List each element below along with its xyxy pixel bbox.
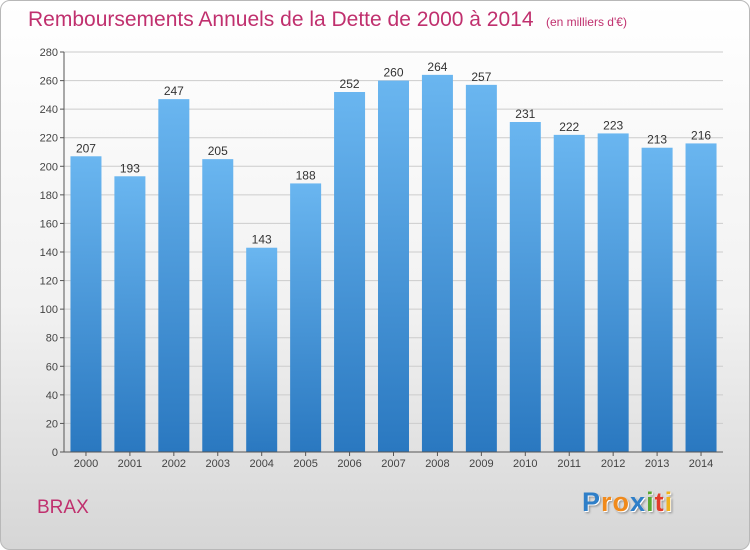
y-tick-label: 100 (40, 304, 58, 316)
y-tick-label: 120 (40, 276, 58, 288)
bar (246, 247, 278, 452)
x-tick-label: 2007 (381, 458, 405, 470)
bar (158, 99, 190, 453)
y-tick-label: 220 (40, 133, 58, 145)
logo-letter: r (601, 487, 613, 517)
chart-title-block: Remboursements Annuels de la Dette de 20… (28, 8, 627, 32)
bar (114, 176, 146, 453)
bar (70, 156, 102, 453)
data-label: 216 (691, 128, 711, 142)
x-tick-label: 2012 (601, 458, 625, 470)
y-tick-label: 80 (46, 333, 58, 345)
y-tick-label: 180 (40, 190, 58, 202)
x-tick-label: 2002 (162, 458, 186, 470)
y-tick-label: 240 (40, 104, 58, 116)
bar (421, 74, 453, 452)
chart-unit: (en milliers d'€) (545, 15, 627, 29)
bar (378, 80, 409, 453)
y-tick-label: 280 (40, 47, 58, 59)
x-tick-label: 2001 (118, 458, 142, 470)
x-tick-label: 2003 (206, 458, 230, 470)
bar (290, 183, 322, 452)
x-tick-label: 2009 (469, 458, 493, 470)
y-tick-label: 60 (46, 361, 58, 373)
data-label: 222 (559, 120, 579, 134)
bar (685, 143, 717, 452)
y-tick-label: 140 (40, 247, 58, 259)
commune-name: BRAX (37, 497, 89, 518)
x-tick-label: 2011 (557, 458, 581, 470)
x-tick-label: 2006 (337, 458, 361, 470)
data-label: 213 (647, 133, 667, 147)
data-label: 188 (296, 168, 316, 182)
data-label: 252 (340, 77, 360, 91)
bar (553, 134, 585, 452)
data-label: 264 (427, 60, 447, 74)
proxiti-logo: Proxiti (582, 487, 673, 518)
y-tick-label: 200 (40, 161, 58, 173)
bar (465, 84, 497, 452)
logo-letter: o (612, 487, 631, 517)
data-label: 193 (120, 161, 140, 175)
bar (641, 147, 673, 452)
bar (202, 159, 234, 452)
chart-title: Remboursements Annuels de la Dette de 20… (28, 8, 534, 31)
labels: 0 20 40 60 80 100 120 140 160 180 200 220 240 260 280 2… (40, 47, 714, 470)
y-tick-label: 160 (40, 218, 58, 230)
y-tick-label: 0 (52, 447, 58, 459)
x-tick-label: 2000 (74, 458, 98, 470)
y-tick-label: 20 (46, 418, 58, 430)
bar (509, 122, 541, 452)
bar (597, 133, 629, 452)
x-tick-label: 2014 (689, 458, 713, 470)
logo-letter: x (630, 487, 647, 517)
x-tick-label: 2005 (293, 458, 317, 470)
x-tick-label: 2004 (249, 458, 273, 470)
x-tick-label: 2010 (513, 458, 537, 470)
data-label: 231 (515, 107, 535, 121)
x-tick-label: 2008 (425, 458, 449, 470)
bars (70, 74, 717, 453)
logo-letter: P (582, 487, 602, 517)
data-label: 257 (471, 70, 491, 84)
x-tick-label: 2013 (645, 458, 669, 470)
y-tick-label: 40 (46, 390, 58, 402)
axes (60, 51, 723, 456)
logo-letter: i (646, 487, 655, 517)
data-label: 247 (164, 84, 184, 98)
y-tick-label: 260 (40, 76, 58, 88)
data-label: 223 (603, 118, 623, 132)
data-label: 143 (252, 233, 272, 247)
logo-letter: i (664, 487, 674, 517)
logo-letter: t (654, 487, 665, 517)
bar (334, 92, 366, 452)
data-label: 207 (76, 141, 96, 155)
data-label: 205 (208, 144, 228, 158)
data-label: 260 (383, 66, 403, 80)
